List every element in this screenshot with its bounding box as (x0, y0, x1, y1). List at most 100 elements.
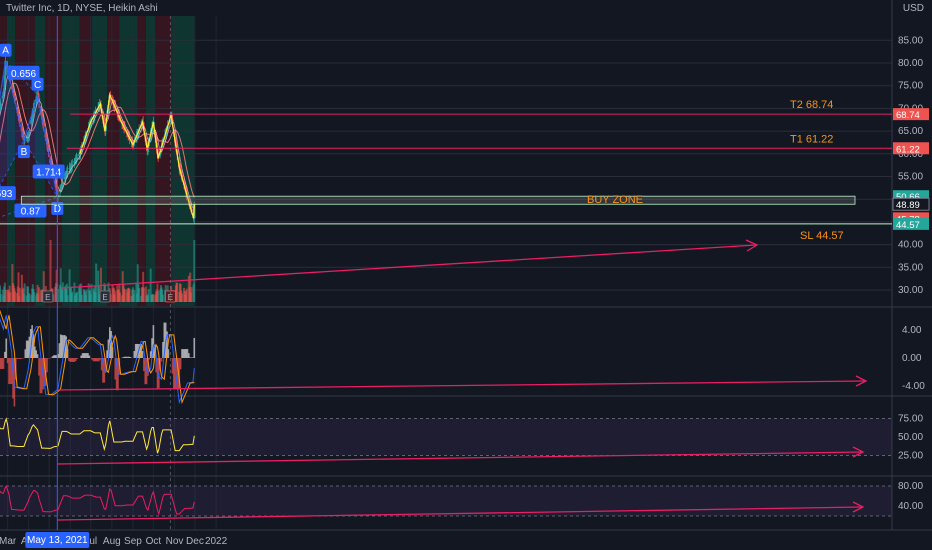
macd-histogram-bar (20, 358, 23, 359)
macd-histogram-bar (87, 353, 89, 358)
macd-histogram-bar (68, 358, 70, 361)
background-zone (107, 16, 120, 306)
macd-divergence-arrowhead (855, 375, 868, 387)
price-tag (893, 217, 929, 230)
candle-body (65, 171, 69, 174)
candle-body (13, 94, 16, 98)
x-tick-label: Sep (124, 536, 142, 547)
macd-histogram-bar (143, 358, 145, 372)
macd-histogram-bar (123, 356, 126, 358)
macd-histogram-bar (2, 358, 5, 369)
macd-histogram-bar (17, 358, 20, 359)
price-tag-label: 44.57 (896, 220, 920, 231)
harmonic-point-label: A (2, 46, 9, 57)
macd-histogram-bar (174, 358, 176, 390)
volume-bar (0, 285, 2, 302)
macd-histogram-bar (152, 325, 155, 358)
macd-histogram-bar (129, 357, 132, 358)
candle-body (27, 135, 30, 137)
harmonic-ratio-label: 0.87 (21, 207, 41, 218)
oscillator-divergence-arrowhead (852, 501, 865, 513)
background-zone (119, 16, 138, 306)
macd-histogram-bar (171, 358, 174, 374)
zigzag-line (79, 92, 195, 219)
volume-bar (85, 289, 88, 302)
volume-bar (17, 272, 20, 302)
macd-histogram-bar (80, 355, 82, 358)
macd-histogram-bar (160, 358, 163, 362)
macd-histogram-bar (188, 353, 190, 358)
background-zone (34, 16, 46, 306)
candle-body (70, 165, 73, 167)
macd-histogram-bar (88, 355, 91, 358)
macd-histogram-bar (98, 358, 100, 362)
rsi-divergence-arrowhead (852, 446, 865, 458)
macd-histogram-bar (175, 358, 178, 390)
harmonic-ratio-label: 0.656 (11, 69, 36, 80)
candle-body (69, 166, 73, 168)
chart-title: Twitter Inc, 1D, NYSE, Heikin Ashi (6, 3, 158, 14)
volume-bar (181, 293, 184, 302)
volume-trend-arrowhead (745, 239, 759, 252)
volume-bar (9, 292, 12, 302)
volume-bar (133, 289, 136, 302)
candle-body (69, 167, 72, 169)
moving-average-slow (0, 82, 195, 198)
harmonic-ratio-label: 1.714 (36, 168, 61, 179)
macd-histogram-bar (8, 358, 10, 385)
rsi-tick-label: 50.00 (898, 432, 923, 443)
candle-body (26, 136, 30, 138)
y-tick-label: 65.00 (898, 126, 923, 137)
price-tag (893, 142, 929, 155)
background-zone (0, 16, 7, 306)
macd-histogram-bar (162, 342, 164, 358)
volume-bar (193, 240, 196, 302)
earnings-marker (42, 290, 54, 303)
macd-histogram-bar (34, 346, 36, 358)
macd-histogram-bar (133, 350, 136, 358)
candle-body (64, 173, 68, 176)
volume-bar (73, 282, 76, 302)
candle-body (71, 164, 74, 166)
macd-histogram-bar (193, 337, 196, 358)
volume-bar (161, 294, 164, 302)
volume-bar (80, 294, 83, 302)
candle-body (55, 187, 58, 191)
y-tick-label: 30.00 (898, 285, 923, 296)
candle-body (75, 157, 79, 159)
oscillator-line (0, 484, 195, 516)
macd-histogram-bar (141, 350, 144, 358)
macd-histogram-bar (12, 358, 14, 399)
candle-body (75, 158, 78, 160)
volume-bar (66, 295, 69, 302)
volume-bar (157, 290, 160, 302)
candle-body (77, 154, 81, 156)
macd-histogram-bar (69, 358, 72, 362)
earnings-marker-label: E (45, 293, 50, 302)
macd-histogram-bar (185, 349, 187, 358)
macd-histogram-bar (179, 358, 182, 370)
harmonic-point-label: B (21, 147, 28, 158)
volume-bar (36, 284, 39, 302)
macd-histogram-bar (54, 355, 57, 358)
macd-histogram-bar (29, 328, 32, 358)
volume-bar (0, 294, 2, 302)
macd-histogram-bar (74, 358, 77, 361)
price-tag (892, 197, 930, 211)
macd-histogram-bar (145, 358, 148, 385)
price-tag (893, 108, 929, 121)
volume-bar (131, 287, 134, 302)
x-tick-label: Jul (84, 536, 97, 547)
harmonic-ratio-label: 0.593 (0, 189, 13, 200)
volume-bar (114, 290, 117, 302)
macd-histogram-bar (125, 356, 127, 358)
background-zone (92, 16, 108, 306)
macd-histogram-bar (16, 358, 18, 359)
price-tag-label: 48.89 (896, 200, 920, 211)
rsi-tick-label: 75.00 (898, 414, 923, 425)
macd-histogram-bar (99, 358, 102, 360)
macd-histogram-bar (134, 343, 137, 358)
macd-histogram-bar (91, 358, 93, 360)
